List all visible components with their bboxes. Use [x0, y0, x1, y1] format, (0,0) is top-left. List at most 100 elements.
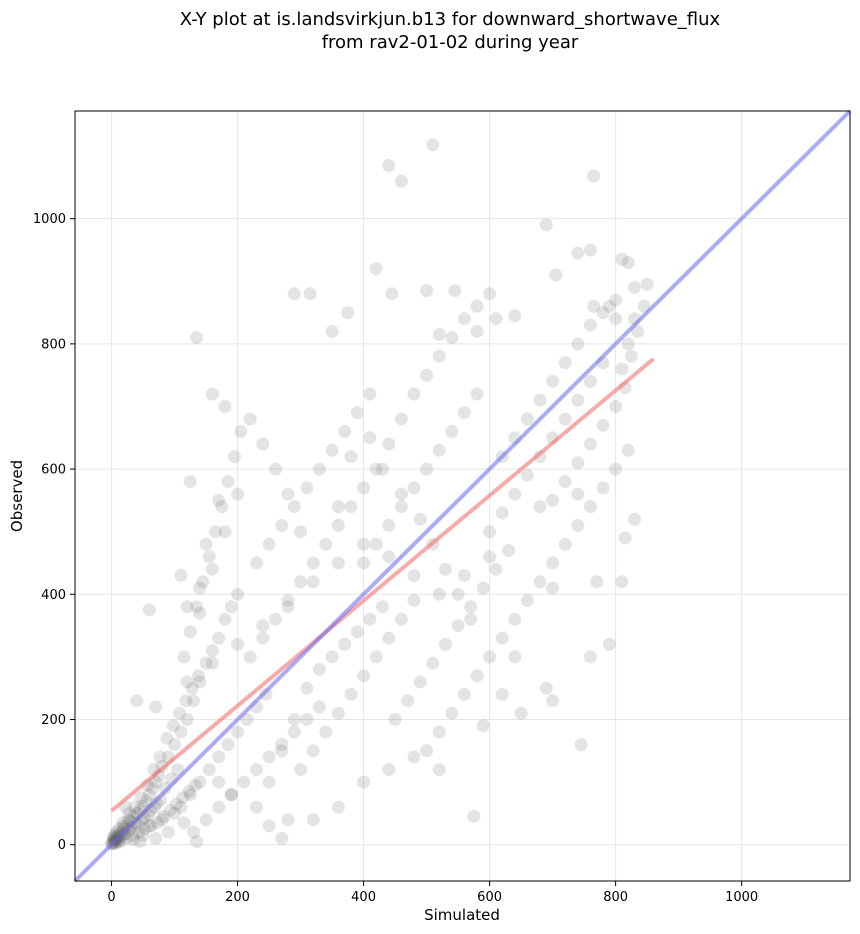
data-point — [587, 169, 601, 183]
data-point — [212, 775, 226, 789]
data-point — [303, 287, 317, 301]
data-point — [218, 525, 232, 539]
data-point — [583, 243, 597, 257]
data-point — [571, 487, 585, 501]
data-point — [394, 174, 408, 188]
data-point — [218, 400, 232, 413]
data-point — [218, 612, 232, 626]
data-point — [136, 828, 150, 842]
data-point — [420, 368, 434, 382]
data-point — [363, 387, 377, 401]
data-point — [432, 763, 446, 777]
data-point — [142, 788, 156, 802]
data-point — [520, 594, 534, 607]
data-point — [520, 412, 534, 426]
data-point — [407, 387, 421, 401]
data-point — [199, 537, 213, 551]
data-point — [202, 550, 216, 564]
data-point — [275, 518, 289, 532]
data-point — [457, 687, 471, 701]
data-point — [160, 731, 174, 745]
data-point — [224, 600, 238, 614]
data-point — [394, 612, 408, 626]
data-point — [183, 625, 197, 639]
data-point — [420, 744, 434, 758]
data-point — [221, 738, 235, 751]
data-point — [439, 637, 452, 651]
data-point — [262, 750, 276, 764]
data-point — [350, 625, 364, 639]
data-point — [618, 531, 632, 545]
data-point — [546, 493, 560, 507]
data-point — [357, 537, 371, 551]
data-point — [133, 835, 147, 849]
data-point — [445, 331, 459, 345]
y-tick-label: 200 — [41, 713, 66, 728]
data-point — [231, 487, 245, 501]
data-point — [313, 462, 326, 476]
data-point — [306, 744, 320, 758]
data-point — [168, 738, 182, 751]
data-point — [331, 518, 345, 532]
data-point — [134, 791, 148, 805]
data-point — [179, 694, 193, 708]
data-point — [212, 631, 226, 645]
data-point — [357, 556, 371, 570]
data-point — [546, 581, 560, 595]
data-point — [376, 600, 389, 614]
data-point — [533, 393, 547, 407]
data-point — [609, 293, 623, 307]
data-point — [558, 537, 572, 551]
data-point — [275, 744, 289, 758]
data-point — [357, 775, 371, 789]
data-point — [476, 581, 490, 595]
data-point — [138, 822, 152, 836]
data-point — [344, 500, 358, 514]
data-point — [420, 284, 434, 298]
data-point — [174, 725, 188, 739]
chart-subtitle: from rav2-01-02 during year — [322, 32, 579, 53]
data-point — [319, 537, 333, 551]
data-point — [199, 656, 213, 670]
data-point — [268, 612, 282, 626]
data-point — [445, 425, 459, 438]
chart-title: X-Y plot at is.landsvirkjun.b13 for down… — [180, 9, 721, 30]
data-point — [287, 713, 301, 726]
data-point — [520, 468, 534, 482]
data-point — [549, 268, 563, 282]
data-point — [287, 500, 301, 514]
data-point — [596, 418, 610, 432]
data-point — [457, 569, 471, 582]
data-point — [325, 443, 339, 457]
data-point — [457, 312, 471, 326]
data-point — [180, 713, 194, 726]
data-point — [268, 462, 282, 476]
data-point — [590, 575, 604, 589]
data-point — [281, 600, 295, 614]
data-point — [615, 252, 629, 266]
data-point — [187, 694, 200, 708]
data-point — [177, 816, 191, 830]
data-point — [583, 500, 597, 514]
x-tick-label: 400 — [351, 890, 376, 905]
data-point — [256, 437, 270, 451]
data-point — [495, 506, 509, 520]
data-point — [369, 537, 383, 551]
data-point — [240, 713, 254, 726]
data-point — [205, 562, 219, 576]
data-point — [221, 475, 235, 489]
data-point — [224, 788, 238, 802]
data-point — [621, 337, 635, 351]
data-point — [212, 800, 226, 814]
y-tick-label: 600 — [41, 463, 66, 478]
data-point — [394, 487, 408, 501]
y-axis-label: Observed — [8, 460, 26, 532]
data-point — [502, 544, 515, 557]
data-point — [149, 700, 163, 714]
data-point — [382, 159, 396, 172]
data-point — [382, 437, 396, 451]
data-point — [313, 662, 326, 676]
data-point — [212, 493, 226, 507]
data-point — [120, 819, 134, 833]
